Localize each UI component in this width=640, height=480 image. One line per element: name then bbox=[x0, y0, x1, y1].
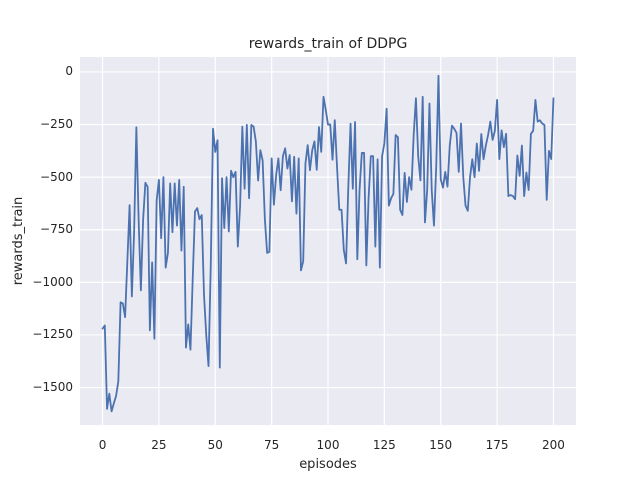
x-tick-label: 50 bbox=[207, 438, 223, 452]
x-tick-label: 25 bbox=[151, 438, 167, 452]
y-tick-label: −1500 bbox=[32, 380, 73, 395]
x-tick-label: 150 bbox=[429, 438, 453, 452]
x-tick-label: 125 bbox=[372, 438, 396, 452]
x-tick-label: 100 bbox=[316, 438, 340, 452]
x-tick-label: 0 bbox=[98, 438, 107, 452]
line-rewards_train bbox=[101, 74, 555, 413]
chart-title: rewards_train of DDPG bbox=[248, 36, 408, 52]
x-axis-label: episodes bbox=[299, 457, 357, 472]
x-tick-label: 175 bbox=[485, 438, 509, 452]
y-tick-label: −1250 bbox=[32, 327, 73, 342]
x-tick-label: 75 bbox=[263, 438, 280, 452]
y-tick-label: −750 bbox=[40, 222, 73, 237]
y-tick-label: −1000 bbox=[32, 274, 73, 289]
y-tick-label: −500 bbox=[40, 169, 73, 184]
line-series-group bbox=[101, 74, 555, 413]
y-tick-label: 0 bbox=[65, 64, 73, 79]
y-axis-label: rewards_train bbox=[11, 196, 26, 286]
y-tick-label: −250 bbox=[40, 117, 73, 132]
x-tick-label: 200 bbox=[542, 438, 565, 452]
